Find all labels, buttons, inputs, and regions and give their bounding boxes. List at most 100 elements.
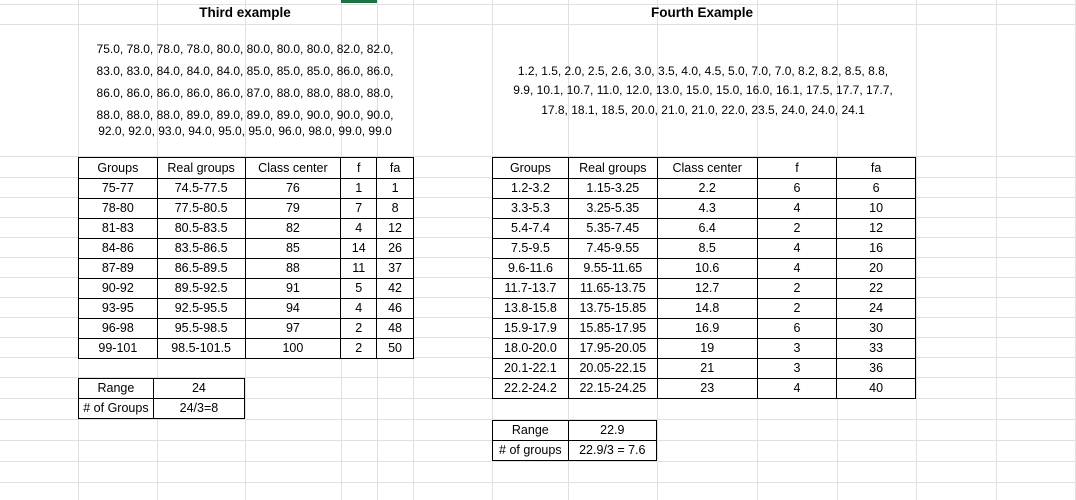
- cell[interactable]: 89.5-92.5: [156, 278, 246, 299]
- cell[interactable]: 36: [836, 358, 916, 379]
- cell[interactable]: 42: [376, 278, 414, 299]
- cell[interactable]: 3.3-5.3: [492, 198, 569, 219]
- header-cell[interactable]: f: [340, 157, 378, 179]
- cell[interactable]: 22.2-24.2: [492, 378, 569, 399]
- cell[interactable]: 14: [340, 238, 378, 259]
- cell[interactable]: 16.9: [656, 318, 758, 339]
- cell[interactable]: 22: [836, 278, 916, 299]
- header-cell[interactable]: Class center: [656, 157, 758, 179]
- cell[interactable]: 7.5-9.5: [492, 238, 569, 259]
- cell[interactable]: 4: [756, 198, 838, 219]
- cell[interactable]: 6: [836, 178, 916, 199]
- cell[interactable]: 5: [340, 278, 378, 299]
- cell[interactable]: 4.3: [656, 198, 758, 219]
- cell[interactable]: 78-80: [78, 198, 158, 219]
- header-cell[interactable]: Real groups: [567, 157, 658, 179]
- header-cell[interactable]: Class center: [244, 157, 342, 179]
- cell[interactable]: 30: [836, 318, 916, 339]
- cell[interactable]: 50: [376, 338, 414, 359]
- cell[interactable]: 1: [340, 178, 378, 199]
- cell[interactable]: 2: [756, 218, 838, 239]
- groups-value-cell[interactable]: 24/3=8: [152, 398, 246, 419]
- cell[interactable]: 4: [340, 298, 378, 319]
- cell[interactable]: 94: [244, 298, 342, 319]
- cell[interactable]: 9.55-11.65: [567, 258, 658, 279]
- cell[interactable]: 18.0-20.0: [492, 338, 569, 359]
- cell[interactable]: 86.5-89.5: [156, 258, 246, 279]
- cell[interactable]: 92.5-95.5: [156, 298, 246, 319]
- cell[interactable]: 13.75-15.85: [567, 298, 658, 319]
- cell[interactable]: 11.65-13.75: [567, 278, 658, 299]
- cell[interactable]: 2: [340, 318, 378, 339]
- header-cell[interactable]: fa: [836, 157, 916, 179]
- cell[interactable]: 1.15-3.25: [567, 178, 658, 199]
- header-cell[interactable]: Groups: [492, 157, 569, 179]
- cell[interactable]: 9.6-11.6: [492, 258, 569, 279]
- cell[interactable]: 74.5-77.5: [156, 178, 246, 199]
- cell[interactable]: 1: [376, 178, 414, 199]
- header-cell[interactable]: Groups: [78, 157, 158, 179]
- groups-label-cell[interactable]: # of Groups: [78, 398, 154, 419]
- cell[interactable]: 12: [836, 218, 916, 239]
- groups-label-cell[interactable]: # of groups: [492, 440, 569, 461]
- cell[interactable]: 20.05-22.15: [567, 358, 658, 379]
- cell[interactable]: 8: [376, 198, 414, 219]
- cell[interactable]: 100: [244, 338, 342, 359]
- cell[interactable]: 15.85-17.95: [567, 318, 658, 339]
- cell[interactable]: 85: [244, 238, 342, 259]
- cell[interactable]: 11.7-13.7: [492, 278, 569, 299]
- cell[interactable]: 7: [340, 198, 378, 219]
- cell[interactable]: 2: [756, 298, 838, 319]
- cell[interactable]: 12: [376, 218, 414, 239]
- cell[interactable]: 8.5: [656, 238, 758, 259]
- cell[interactable]: 3: [756, 358, 838, 379]
- cell[interactable]: 20.1-22.1: [492, 358, 569, 379]
- header-cell[interactable]: fa: [376, 157, 414, 179]
- cell[interactable]: 7.45-9.55: [567, 238, 658, 259]
- cell[interactable]: 16: [836, 238, 916, 259]
- cell[interactable]: 24: [836, 298, 916, 319]
- cell[interactable]: 2: [756, 278, 838, 299]
- cell[interactable]: 4: [756, 238, 838, 259]
- cell[interactable]: 5.35-7.45: [567, 218, 658, 239]
- groups-value-cell[interactable]: 22.9/3 = 7.6: [567, 440, 658, 461]
- cell[interactable]: 26: [376, 238, 414, 259]
- cell[interactable]: 1.2-3.2: [492, 178, 569, 199]
- header-cell[interactable]: f: [756, 157, 838, 179]
- cell[interactable]: 46: [376, 298, 414, 319]
- range-value-cell[interactable]: 24: [152, 378, 246, 399]
- cell[interactable]: 3.25-5.35: [567, 198, 658, 219]
- cell[interactable]: 12.7: [656, 278, 758, 299]
- cell[interactable]: 75-77: [78, 178, 158, 199]
- cell[interactable]: 4: [756, 378, 838, 399]
- cell[interactable]: 6.4: [656, 218, 758, 239]
- cell[interactable]: 2.2: [656, 178, 758, 199]
- cell[interactable]: 15.9-17.9: [492, 318, 569, 339]
- cell[interactable]: 3: [756, 338, 838, 359]
- cell[interactable]: 13.8-15.8: [492, 298, 569, 319]
- cell[interactable]: 40: [836, 378, 916, 399]
- cell[interactable]: 80.5-83.5: [156, 218, 246, 239]
- header-cell[interactable]: Real groups: [156, 157, 246, 179]
- cell[interactable]: 20: [836, 258, 916, 279]
- cell[interactable]: 98.5-101.5: [156, 338, 246, 359]
- cell[interactable]: 17.95-20.05: [567, 338, 658, 359]
- cell[interactable]: 95.5-98.5: [156, 318, 246, 339]
- cell[interactable]: 6: [756, 318, 838, 339]
- cell[interactable]: 97: [244, 318, 342, 339]
- cell[interactable]: 82: [244, 218, 342, 239]
- cell[interactable]: 83.5-86.5: [156, 238, 246, 259]
- cell[interactable]: 10.6: [656, 258, 758, 279]
- cell[interactable]: 4: [340, 218, 378, 239]
- cell[interactable]: 84-86: [78, 238, 158, 259]
- cell[interactable]: 90-92: [78, 278, 158, 299]
- cell[interactable]: 81-83: [78, 218, 158, 239]
- cell[interactable]: 99-101: [78, 338, 158, 359]
- cell[interactable]: 21: [656, 358, 758, 379]
- cell[interactable]: 87-89: [78, 258, 158, 279]
- cell[interactable]: 76: [244, 178, 342, 199]
- range-label-cell[interactable]: Range: [492, 420, 569, 441]
- cell[interactable]: 77.5-80.5: [156, 198, 246, 219]
- cell[interactable]: 11: [340, 258, 378, 279]
